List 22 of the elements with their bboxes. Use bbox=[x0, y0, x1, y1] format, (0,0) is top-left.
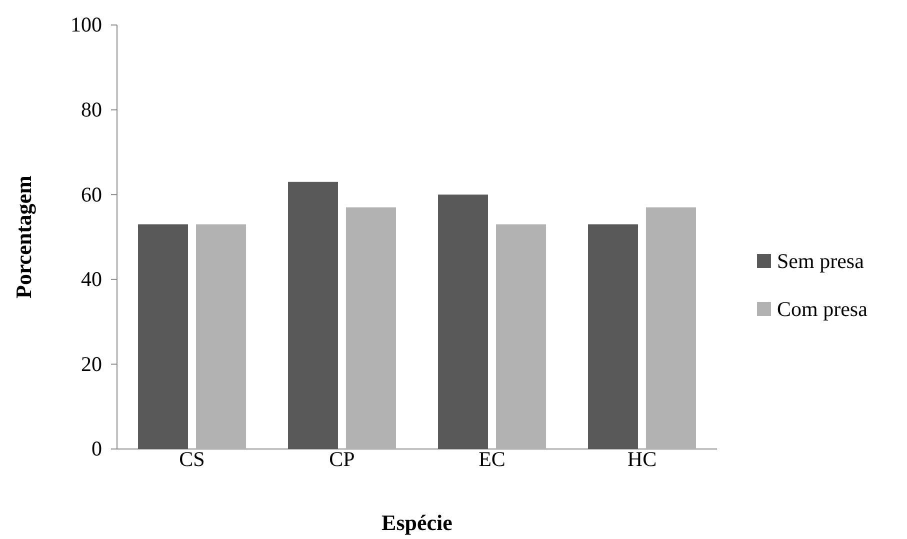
y-axis-title: Porcentagem bbox=[11, 176, 36, 298]
x-tick-label: CS bbox=[179, 447, 205, 471]
bar bbox=[496, 224, 546, 449]
bar bbox=[346, 207, 396, 449]
bar bbox=[288, 182, 338, 449]
y-tick-label: 60 bbox=[81, 182, 102, 206]
y-tick-label: 0 bbox=[92, 436, 102, 461]
legend-label: Com presa bbox=[777, 297, 868, 321]
y-tick-label: 80 bbox=[81, 98, 102, 122]
x-tick-label: CP bbox=[329, 447, 355, 471]
bar bbox=[588, 224, 638, 449]
bar bbox=[438, 194, 488, 449]
x-tick-label: EC bbox=[478, 447, 506, 471]
legend-label: Sem presa bbox=[777, 249, 865, 273]
y-tick-label: 20 bbox=[81, 352, 102, 376]
bar bbox=[138, 224, 188, 449]
y-tick-label: 100 bbox=[70, 12, 102, 37]
x-tick-label: HC bbox=[627, 447, 657, 471]
bar bbox=[196, 224, 246, 449]
y-tick-label: 40 bbox=[81, 267, 102, 292]
bar bbox=[646, 207, 696, 449]
x-axis-title: Espécie bbox=[382, 510, 453, 535]
